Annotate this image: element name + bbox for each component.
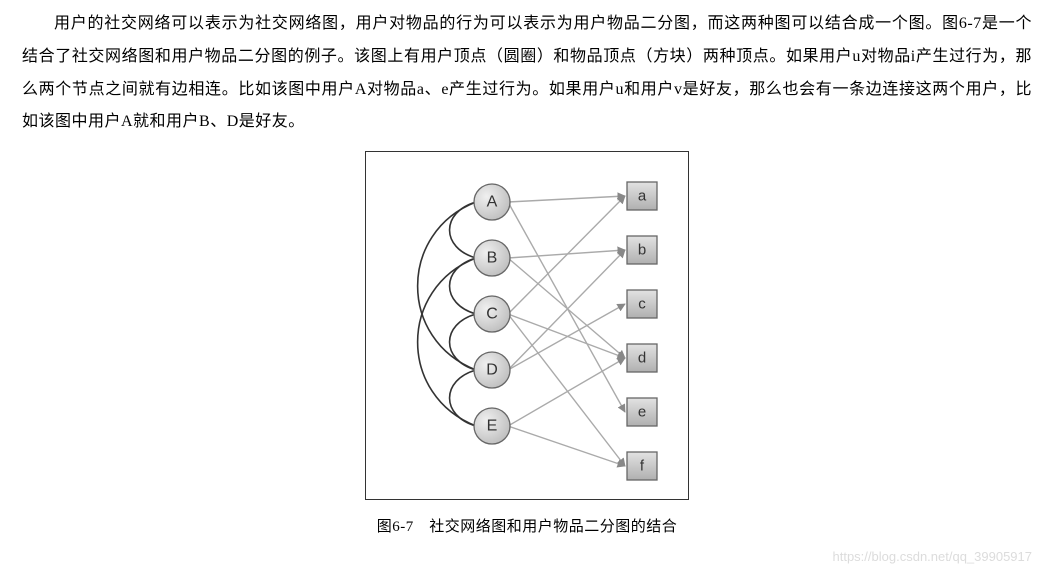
item-node-label: b xyxy=(638,242,646,259)
bipartite-edge xyxy=(508,196,625,314)
item-node-label: e xyxy=(638,404,646,421)
bipartite-edge xyxy=(508,358,625,426)
user-node-label: A xyxy=(487,194,498,211)
item-node-label: d xyxy=(638,350,646,367)
watermark-text: https://blog.csdn.net/qq_39905917 xyxy=(833,549,1033,564)
user-node-label: B xyxy=(487,250,498,267)
item-node-label: a xyxy=(638,188,647,205)
bipartite-edge xyxy=(508,250,625,258)
user-node-label: C xyxy=(486,306,498,323)
body-paragraph: 用户的社交网络可以表示为社交网络图，用户对物品的行为可以表示为用户物品二分图，而… xyxy=(22,8,1032,139)
bipartite-edge xyxy=(508,202,625,412)
bipartite-edge xyxy=(508,196,625,202)
user-node-label: D xyxy=(486,362,498,379)
social-edge xyxy=(450,202,476,258)
bipartite-edge xyxy=(508,258,625,358)
user-node-label: E xyxy=(487,418,498,435)
item-node-label: c xyxy=(638,296,646,313)
figure-caption: 图6-7 社交网络图和用户物品二分图的结合 xyxy=(22,515,1032,536)
network-diagram: ABCDEabcdef xyxy=(372,158,682,493)
figure-border: ABCDEabcdef xyxy=(365,151,689,500)
social-edge xyxy=(450,314,476,370)
social-edge xyxy=(418,258,476,426)
social-edge xyxy=(418,202,476,370)
social-edge xyxy=(450,258,476,314)
bipartite-edge xyxy=(508,426,625,466)
figure-container: ABCDEabcdef 图6-7 社交网络图和用户物品二分图的结合 xyxy=(22,151,1032,536)
social-edge xyxy=(450,370,476,426)
